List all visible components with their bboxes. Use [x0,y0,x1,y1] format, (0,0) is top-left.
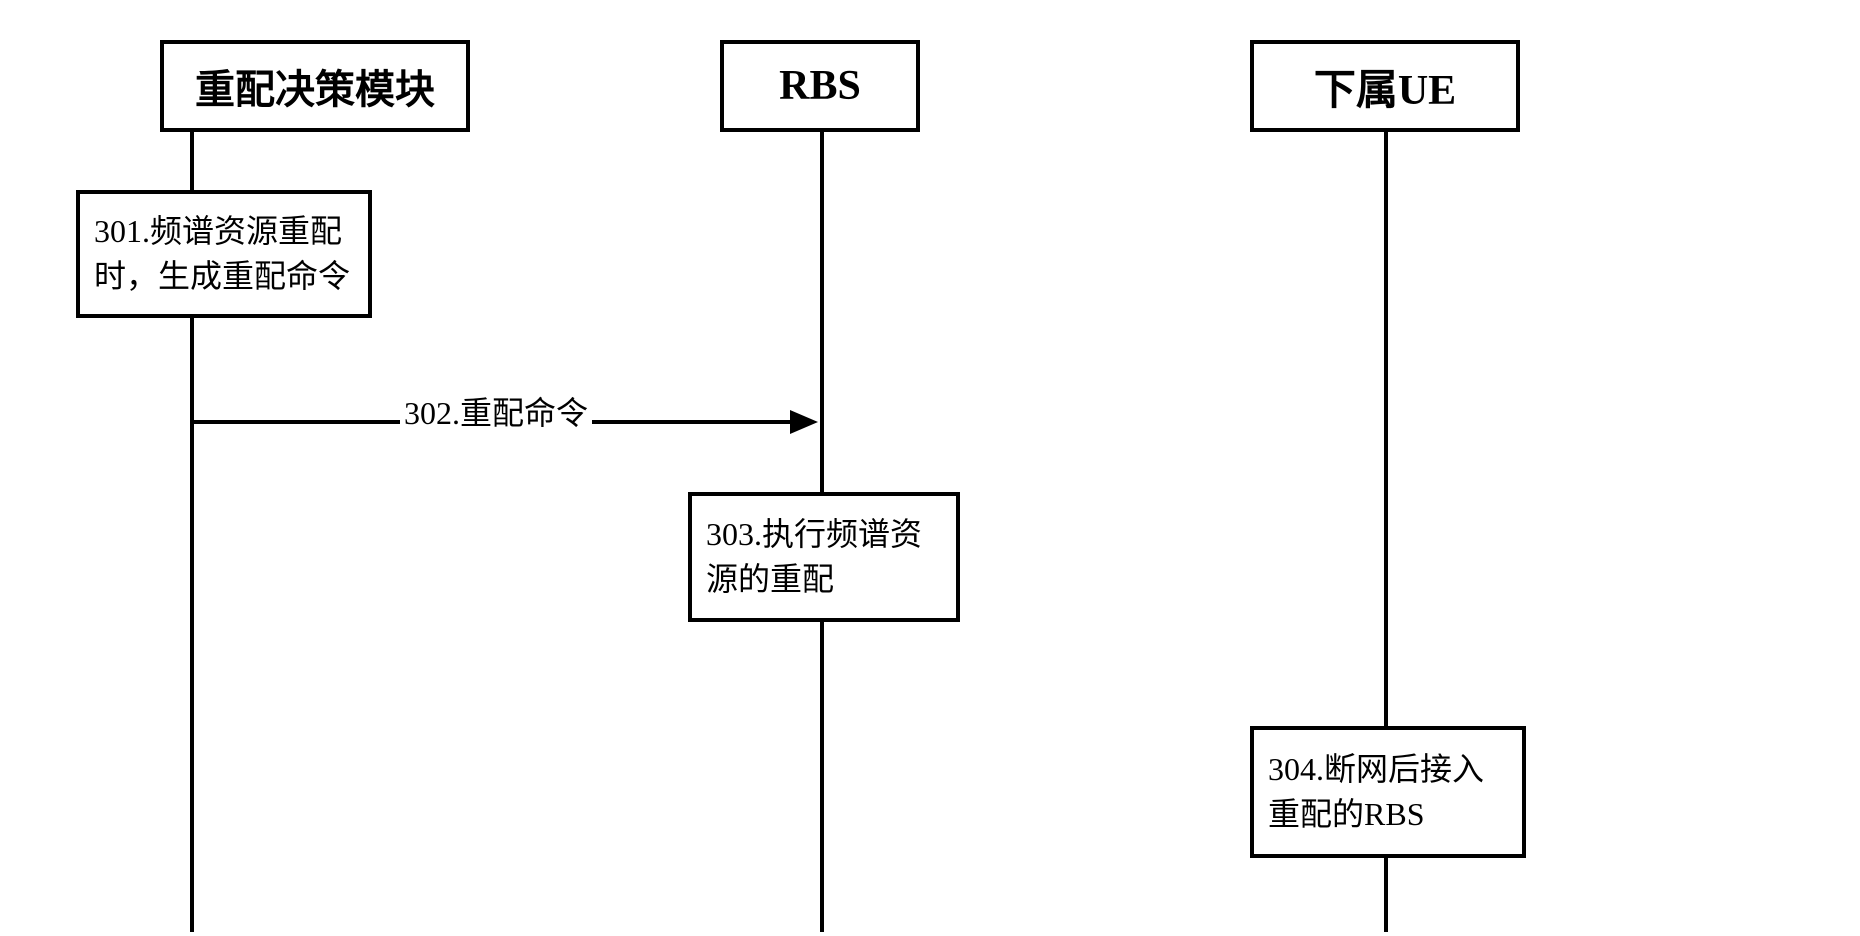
arrow-302-label: 302.重配命令 [400,388,592,434]
note-text: 303.执行频谱资源的重配 [706,512,942,602]
participant-label: 下属UE [1314,56,1456,117]
message-label-text: 302.重配命令 [404,395,588,431]
participant-label: 重配决策模块 [195,57,435,115]
note-301: 301.频谱资源重配时，生成重配命令 [76,190,372,318]
note-304: 304.断网后接入重配的RBS [1250,726,1526,858]
participant-label: RBS [779,62,861,110]
participant-ue: 下属UE [1250,40,1520,132]
participant-reconf-module: 重配决策模块 [160,40,470,132]
participant-rbs: RBS [720,40,920,132]
arrow-302-head [790,410,818,434]
note-text: 301.频谱资源重配时，生成重配命令 [94,209,354,299]
note-text: 304.断网后接入重配的RBS [1268,747,1508,837]
note-303: 303.执行频谱资源的重配 [688,492,960,622]
sequence-diagram: 重配决策模块 RBS 下属UE 301.频谱资源重配时，生成重配命令 302.重… [0,0,1860,936]
